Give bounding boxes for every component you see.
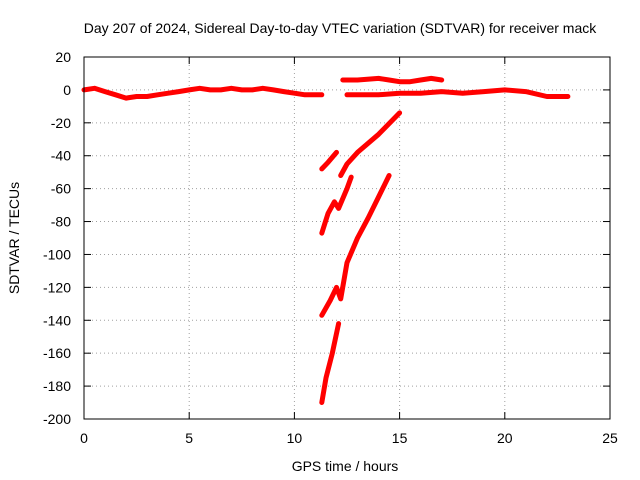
x-tick-label: 10 — [287, 430, 303, 446]
tick-labels: 0 5 10 15 20 25 20 0 -20 -40 -60 -80 -100 -120 -140 -16… — [43, 49, 618, 446]
x-tick-label: 15 — [392, 430, 408, 446]
y-tick-label: -180 — [43, 378, 71, 394]
y-tick-label: 20 — [55, 49, 71, 65]
series-group — [81, 75, 571, 405]
series-line-track-8 — [319, 321, 342, 405]
y-tick-label: -20 — [51, 115, 71, 131]
y-tick-label: -60 — [51, 181, 71, 197]
y-tick-label: -80 — [51, 214, 71, 230]
y-tick-label: -200 — [43, 411, 71, 427]
x-axis-label: GPS time / hours — [292, 458, 399, 474]
series-line-track-3 — [344, 87, 571, 99]
y-tick-label: -140 — [43, 312, 71, 328]
x-tick-label: 20 — [497, 430, 513, 446]
plot-frame — [83, 56, 611, 420]
y-axis-label: SDTVAR / TECUs — [6, 182, 22, 294]
axis-ticks — [83, 56, 611, 420]
chart-title: Day 207 of 2024, Sidereal Day-to-day VTE… — [84, 20, 597, 36]
series-line-track-7 — [319, 173, 392, 318]
x-tick-label: 5 — [185, 430, 193, 446]
grid — [84, 57, 610, 419]
series-line-track-6 — [319, 174, 354, 236]
series-line-track-5 — [338, 110, 403, 178]
y-tick-label: -100 — [43, 246, 71, 262]
series-line-track-4 — [319, 149, 339, 172]
series-line-track-1 — [81, 85, 325, 101]
y-tick-label: -160 — [43, 345, 71, 361]
x-tick-label: 0 — [80, 430, 88, 446]
y-tick-label: -120 — [43, 279, 71, 295]
x-tick-label: 25 — [602, 430, 618, 446]
y-tick-label: -40 — [51, 148, 71, 164]
series-line-track-2 — [340, 75, 445, 85]
y-tick-label: 0 — [63, 82, 71, 98]
